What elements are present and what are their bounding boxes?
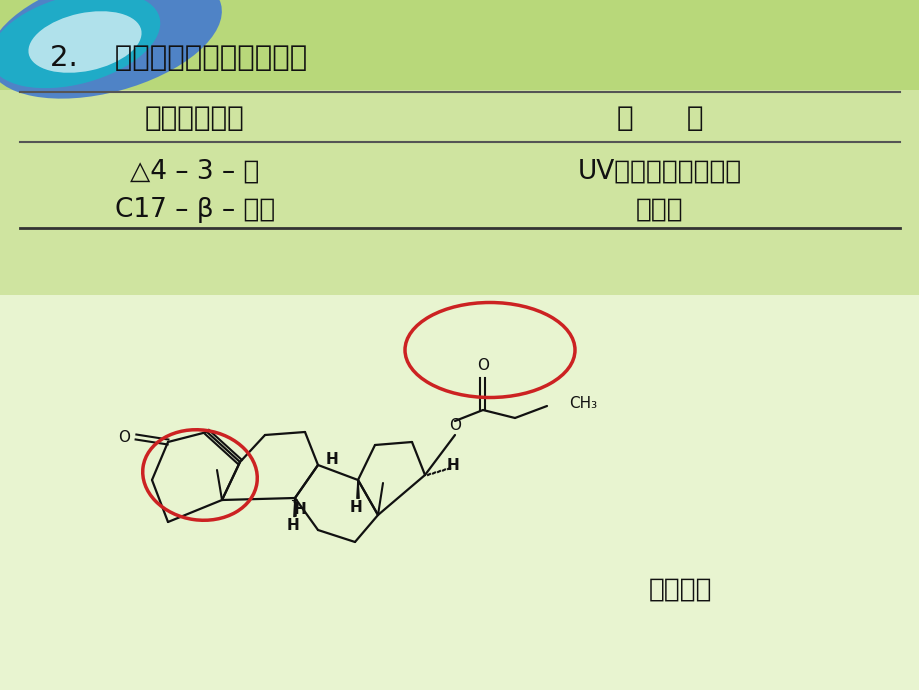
Text: 2.    雄性激素及蛋白同化激素: 2. 雄性激素及蛋白同化激素 — [50, 44, 307, 72]
Text: O: O — [476, 359, 489, 373]
Text: 可成酯: 可成酯 — [636, 197, 683, 223]
Text: H: H — [349, 500, 362, 515]
Text: 性      质: 性 质 — [616, 104, 702, 132]
Ellipse shape — [0, 0, 160, 88]
Text: H: H — [287, 518, 299, 533]
Text: O: O — [448, 417, 460, 433]
Text: H: H — [325, 453, 338, 468]
FancyBboxPatch shape — [0, 0, 919, 90]
Text: △4 – 3 – 酮: △4 – 3 – 酮 — [130, 159, 259, 185]
Text: 丙酸睾酮: 丙酸睾酮 — [648, 577, 711, 603]
Ellipse shape — [0, 0, 221, 99]
Text: 主要活性基团: 主要活性基团 — [145, 104, 244, 132]
Text: UV、与羰基试剂反应: UV、与羰基试剂反应 — [577, 159, 742, 185]
Text: O: O — [118, 429, 130, 444]
FancyBboxPatch shape — [0, 295, 919, 690]
Ellipse shape — [28, 11, 142, 72]
Text: C17 – β – 羟基: C17 – β – 羟基 — [115, 197, 275, 223]
Text: H: H — [293, 502, 306, 518]
Text: CH₃: CH₃ — [568, 397, 596, 411]
Text: H: H — [446, 457, 459, 473]
